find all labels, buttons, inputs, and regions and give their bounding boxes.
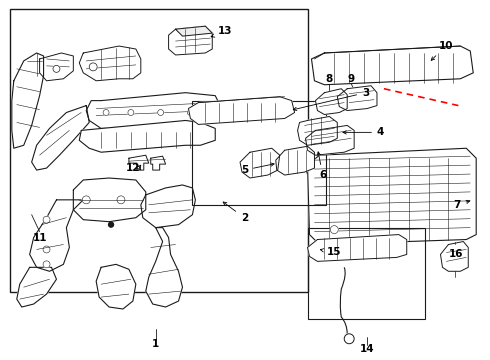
Polygon shape (306, 125, 354, 155)
Text: 4: 4 (343, 127, 384, 138)
Circle shape (117, 196, 125, 204)
Circle shape (103, 109, 109, 116)
Circle shape (43, 216, 50, 223)
Polygon shape (129, 155, 149, 170)
Text: 15: 15 (320, 247, 341, 257)
Polygon shape (308, 148, 476, 244)
Polygon shape (32, 105, 89, 170)
Circle shape (43, 246, 50, 253)
Circle shape (128, 109, 134, 116)
Text: 5: 5 (241, 163, 274, 175)
Polygon shape (312, 46, 473, 85)
Circle shape (89, 63, 97, 71)
Polygon shape (189, 96, 294, 125)
Text: 3: 3 (293, 88, 369, 111)
Polygon shape (308, 235, 407, 261)
Text: 16: 16 (449, 249, 464, 260)
Text: 13: 13 (211, 26, 233, 37)
Circle shape (82, 196, 90, 204)
Circle shape (330, 226, 338, 234)
Text: 7: 7 (453, 200, 470, 210)
Text: 8: 8 (326, 74, 333, 84)
Text: 9: 9 (347, 74, 355, 84)
Text: 1: 1 (152, 339, 159, 349)
Polygon shape (96, 264, 136, 309)
Polygon shape (146, 228, 182, 307)
Circle shape (109, 222, 114, 227)
Circle shape (158, 109, 164, 116)
Circle shape (53, 66, 60, 72)
Polygon shape (86, 93, 220, 129)
Polygon shape (79, 121, 215, 152)
Text: 10: 10 (431, 41, 453, 60)
Polygon shape (141, 185, 196, 228)
Polygon shape (74, 178, 146, 222)
Bar (193, 100, 326, 205)
Polygon shape (40, 53, 74, 81)
Text: 12: 12 (125, 163, 140, 173)
Circle shape (344, 334, 354, 344)
Polygon shape (12, 53, 44, 148)
Polygon shape (79, 46, 141, 81)
Polygon shape (316, 89, 347, 114)
Polygon shape (169, 26, 212, 55)
Polygon shape (337, 86, 377, 111)
Polygon shape (175, 26, 212, 36)
Polygon shape (17, 267, 56, 307)
Circle shape (43, 261, 50, 268)
Polygon shape (276, 146, 315, 175)
Text: 2: 2 (223, 202, 248, 223)
Text: 11: 11 (32, 233, 47, 243)
Polygon shape (441, 242, 468, 271)
Polygon shape (151, 156, 166, 170)
Bar (308, 228, 425, 319)
Bar (10, 9, 308, 292)
Polygon shape (297, 117, 337, 145)
Polygon shape (240, 148, 280, 178)
Text: 6: 6 (317, 152, 326, 180)
Polygon shape (30, 200, 83, 271)
Text: 14: 14 (360, 344, 374, 354)
Circle shape (188, 109, 194, 116)
